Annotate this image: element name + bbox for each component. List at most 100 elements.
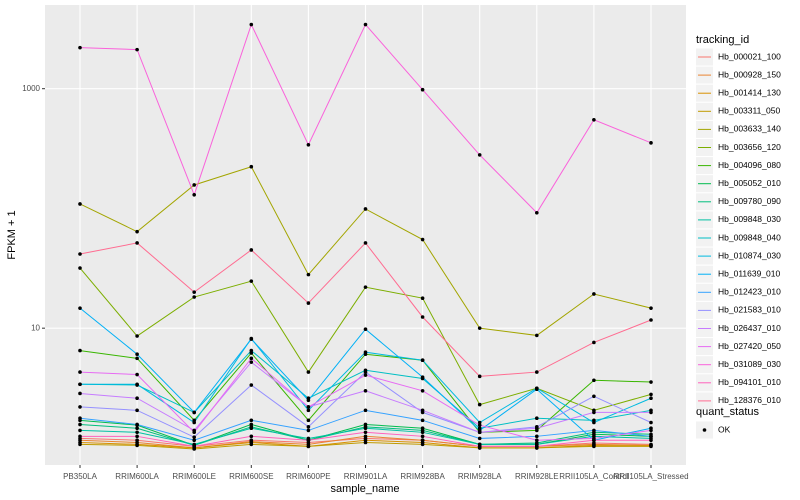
data-point <box>192 420 196 425</box>
data-point <box>477 420 482 425</box>
data-point <box>363 434 368 439</box>
legend-label: Hb_005052_010 <box>718 178 781 188</box>
x-tick-label: RRIM928BA <box>400 472 445 481</box>
data-point <box>363 440 368 445</box>
data-point <box>592 378 596 383</box>
data-point <box>592 292 596 296</box>
data-point <box>249 434 254 439</box>
legend-label: Hb_001414_130 <box>718 87 781 97</box>
data-point <box>135 382 139 387</box>
data-point <box>249 360 254 364</box>
legend-label: Hb_000928_150 <box>718 69 781 79</box>
data-point <box>306 142 311 147</box>
data-point <box>477 436 482 441</box>
data-point <box>135 408 139 413</box>
data-point <box>78 405 82 409</box>
legend-label: OK <box>718 424 731 434</box>
data-point <box>78 382 82 387</box>
data-point <box>78 202 82 206</box>
data-point <box>649 392 653 397</box>
data-point <box>192 192 196 197</box>
legend-title: tracking_id <box>696 34 749 46</box>
data-point <box>649 428 653 433</box>
data-point <box>306 418 311 423</box>
data-point <box>249 348 254 353</box>
data-point <box>78 391 82 396</box>
legend-label: Hb_011639_010 <box>718 268 781 278</box>
legend-label: Hb_128376_010 <box>718 395 781 405</box>
legend-label: Hb_094101_010 <box>718 377 781 387</box>
data-point <box>477 423 482 427</box>
x-tick-label: RRIM600LA <box>115 472 159 481</box>
data-point <box>420 296 425 300</box>
x-axis-title: sample_name <box>330 483 399 495</box>
x-tick-label: RRIM600SE <box>229 472 273 481</box>
data-point <box>420 315 425 319</box>
data-point <box>306 301 311 305</box>
data-point <box>135 443 139 448</box>
data-point <box>420 430 425 435</box>
data-point <box>649 410 653 415</box>
x-tick-label: RRII105LA_Control <box>559 472 629 481</box>
data-point <box>78 45 82 50</box>
data-point <box>363 22 368 27</box>
data-point <box>306 272 311 277</box>
data-point <box>135 434 139 439</box>
data-point <box>649 141 653 145</box>
data-point <box>592 340 596 345</box>
data-point <box>363 370 368 374</box>
data-point <box>306 444 311 449</box>
legend-label: Hb_003633_140 <box>718 124 781 134</box>
data-point <box>363 285 368 289</box>
data-point <box>363 430 368 435</box>
data-point <box>249 22 254 27</box>
data-point <box>249 248 254 252</box>
data-point <box>420 442 425 447</box>
data-point <box>249 418 254 423</box>
data-point <box>78 370 82 374</box>
data-point <box>306 425 311 429</box>
data-point <box>192 290 196 294</box>
data-point <box>135 430 139 435</box>
data-point <box>363 207 368 211</box>
data-point <box>363 388 368 393</box>
x-tick-label: RRIM928LE <box>515 472 559 481</box>
data-point <box>135 356 139 361</box>
data-point <box>249 383 254 387</box>
data-point <box>192 183 196 187</box>
x-tick-label: RRIM600PE <box>286 472 330 481</box>
legend-label: Hb_009848_040 <box>718 232 781 242</box>
data-point <box>535 333 539 338</box>
data-point <box>306 438 311 442</box>
data-point <box>192 444 196 449</box>
data-point <box>649 420 653 425</box>
data-point <box>192 295 196 299</box>
data-point <box>535 370 539 374</box>
data-point <box>592 420 596 425</box>
data-point <box>249 356 254 361</box>
data-point <box>592 428 596 433</box>
data-point <box>363 241 368 245</box>
data-point <box>649 380 653 384</box>
legend-label: Hb_000021_100 <box>718 51 781 61</box>
data-point <box>78 306 82 310</box>
x-tick-label: RRII105LA_Stressed <box>613 472 688 481</box>
data-point <box>420 434 425 439</box>
data-point <box>649 306 653 310</box>
data-point <box>135 422 139 427</box>
data-point <box>477 374 482 379</box>
data-point <box>135 396 139 401</box>
data-point <box>192 447 196 451</box>
data-point <box>535 387 539 392</box>
x-tick-label: RRIM600LE <box>172 472 216 481</box>
data-point <box>306 398 311 403</box>
data-point <box>249 337 254 341</box>
data-point <box>477 430 482 435</box>
data-point <box>363 350 368 355</box>
data-point <box>477 153 482 157</box>
data-point <box>592 444 596 449</box>
legend-label: Hb_003656_120 <box>718 142 781 152</box>
x-tick-label: RRIM928LA <box>458 472 502 481</box>
data-point <box>135 241 139 245</box>
legend-swatch <box>702 428 707 432</box>
